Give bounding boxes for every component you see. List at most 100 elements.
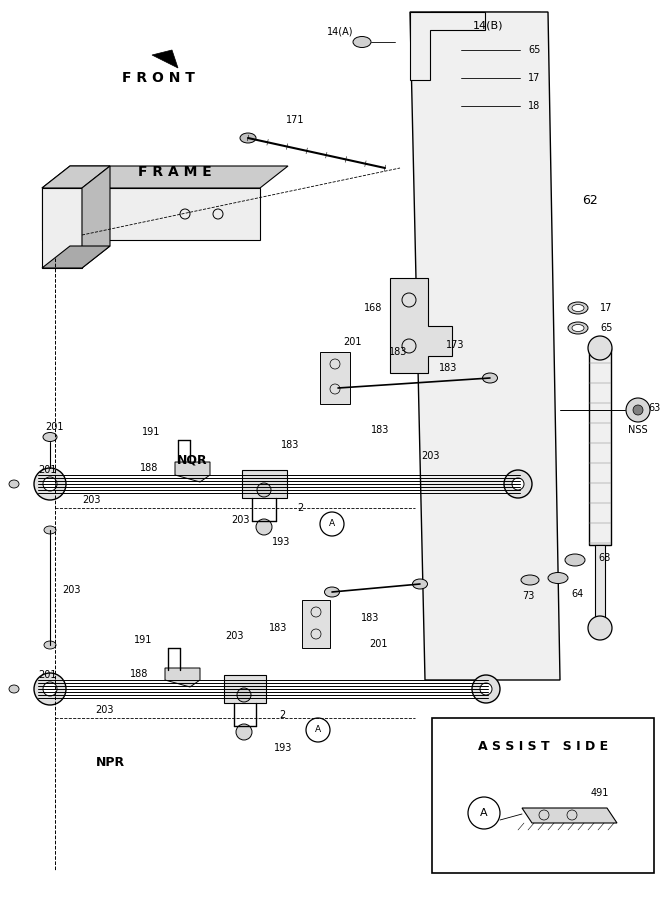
Text: 201: 201 bbox=[369, 639, 388, 649]
Text: A: A bbox=[480, 808, 488, 818]
Ellipse shape bbox=[240, 133, 256, 143]
Text: 201: 201 bbox=[38, 670, 57, 680]
Text: 203: 203 bbox=[421, 451, 440, 461]
Text: 183: 183 bbox=[361, 613, 379, 623]
Ellipse shape bbox=[565, 554, 585, 566]
Text: A: A bbox=[315, 725, 321, 734]
Ellipse shape bbox=[444, 75, 456, 82]
Polygon shape bbox=[42, 188, 82, 268]
Text: 491: 491 bbox=[591, 788, 609, 798]
Circle shape bbox=[34, 468, 66, 500]
Text: 203: 203 bbox=[231, 515, 249, 525]
Ellipse shape bbox=[572, 304, 584, 311]
Ellipse shape bbox=[521, 575, 539, 585]
Ellipse shape bbox=[44, 526, 56, 534]
Circle shape bbox=[236, 724, 252, 740]
Circle shape bbox=[257, 483, 271, 497]
Text: F R A M E: F R A M E bbox=[138, 165, 212, 179]
Text: NPR: NPR bbox=[95, 755, 125, 769]
Polygon shape bbox=[42, 188, 260, 240]
Text: 201: 201 bbox=[343, 337, 362, 347]
Ellipse shape bbox=[44, 641, 56, 649]
Ellipse shape bbox=[412, 579, 428, 589]
Bar bbox=[432, 718, 654, 873]
Bar bbox=[430, 12, 540, 132]
Ellipse shape bbox=[444, 103, 456, 110]
Polygon shape bbox=[410, 12, 560, 680]
Polygon shape bbox=[42, 166, 110, 188]
Bar bbox=[224, 675, 266, 703]
Circle shape bbox=[626, 398, 650, 422]
Text: 188: 188 bbox=[139, 463, 158, 473]
Ellipse shape bbox=[9, 685, 19, 693]
Polygon shape bbox=[522, 808, 617, 823]
Circle shape bbox=[43, 477, 57, 491]
Circle shape bbox=[504, 470, 532, 498]
Text: 62: 62 bbox=[582, 194, 598, 206]
Text: 14(B): 14(B) bbox=[473, 21, 503, 31]
Text: 203: 203 bbox=[82, 495, 101, 505]
Text: 68: 68 bbox=[598, 553, 610, 563]
Text: 183: 183 bbox=[389, 347, 407, 357]
Ellipse shape bbox=[548, 572, 568, 583]
Polygon shape bbox=[42, 246, 110, 268]
Ellipse shape bbox=[325, 587, 340, 597]
Text: 65: 65 bbox=[600, 323, 612, 333]
Circle shape bbox=[480, 683, 492, 695]
Polygon shape bbox=[82, 166, 110, 268]
Ellipse shape bbox=[572, 325, 584, 331]
Text: 171: 171 bbox=[285, 115, 304, 125]
Ellipse shape bbox=[444, 47, 456, 53]
Text: A: A bbox=[329, 519, 335, 528]
Polygon shape bbox=[390, 278, 452, 373]
Text: 2: 2 bbox=[279, 710, 285, 720]
Circle shape bbox=[34, 673, 66, 705]
Text: 183: 183 bbox=[439, 363, 457, 373]
Polygon shape bbox=[42, 166, 288, 188]
Ellipse shape bbox=[568, 302, 588, 314]
Text: 183: 183 bbox=[281, 440, 299, 450]
Text: 183: 183 bbox=[371, 425, 389, 435]
Text: 191: 191 bbox=[133, 635, 152, 645]
Text: 193: 193 bbox=[274, 743, 292, 753]
Text: 183: 183 bbox=[269, 623, 287, 633]
Text: 201: 201 bbox=[46, 422, 64, 432]
Ellipse shape bbox=[482, 373, 498, 383]
Polygon shape bbox=[410, 12, 485, 80]
Text: 17: 17 bbox=[528, 73, 540, 83]
Ellipse shape bbox=[9, 480, 19, 488]
Text: 203: 203 bbox=[225, 631, 243, 641]
Text: NQR: NQR bbox=[177, 454, 207, 466]
Text: 173: 173 bbox=[446, 340, 464, 350]
Circle shape bbox=[472, 675, 500, 703]
Bar bbox=[595, 545, 605, 620]
Text: 191: 191 bbox=[141, 427, 160, 437]
Text: 203: 203 bbox=[62, 585, 81, 595]
Ellipse shape bbox=[568, 322, 588, 334]
Text: 201: 201 bbox=[38, 465, 57, 475]
Text: 193: 193 bbox=[272, 537, 290, 547]
Polygon shape bbox=[152, 50, 178, 68]
Text: 14(A): 14(A) bbox=[327, 27, 354, 37]
Ellipse shape bbox=[439, 100, 461, 112]
Text: 64: 64 bbox=[572, 589, 584, 599]
Circle shape bbox=[588, 616, 612, 640]
Text: 65: 65 bbox=[528, 45, 540, 55]
Ellipse shape bbox=[439, 44, 461, 56]
Text: F R O N T: F R O N T bbox=[121, 71, 195, 85]
Circle shape bbox=[256, 519, 272, 535]
Circle shape bbox=[237, 688, 251, 702]
Bar bbox=[320, 352, 350, 404]
Circle shape bbox=[43, 682, 57, 696]
Text: 188: 188 bbox=[129, 669, 148, 679]
Text: 168: 168 bbox=[364, 303, 382, 313]
Text: 17: 17 bbox=[600, 303, 612, 313]
Circle shape bbox=[588, 336, 612, 360]
Text: 2: 2 bbox=[297, 503, 303, 513]
Text: 203: 203 bbox=[95, 705, 113, 715]
Ellipse shape bbox=[331, 383, 346, 393]
Ellipse shape bbox=[43, 433, 57, 442]
Text: 73: 73 bbox=[522, 591, 534, 601]
Text: A S S I S T   S I D E: A S S I S T S I D E bbox=[478, 740, 608, 752]
Circle shape bbox=[512, 478, 524, 490]
